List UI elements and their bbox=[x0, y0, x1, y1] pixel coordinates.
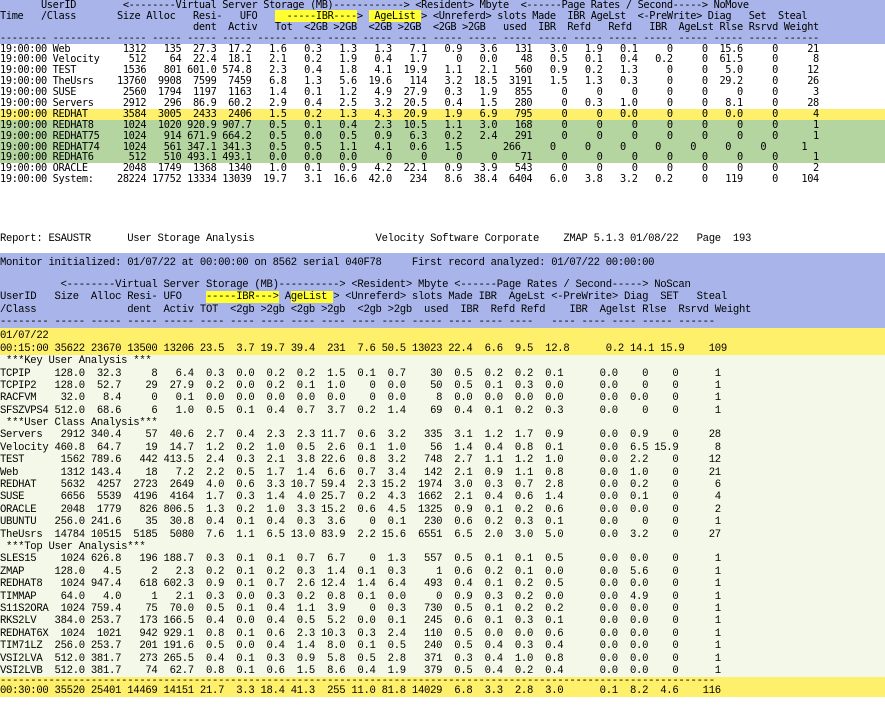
interval-report-rows: 19:00:00 Web 1312 135 27.3 17.2 1.6 0.3 … bbox=[0, 42, 885, 186]
interval-row: 19:00:00 ORACLE 2048 1749 1368 1340 1.0 … bbox=[0, 162, 819, 175]
interval-row: 19:00:00 System: 28224 17752 13334 13039… bbox=[0, 173, 819, 186]
interval-report-header: UserID <--------Virtual Server Storage (… bbox=[0, 0, 885, 44]
interval-header-line: UserID <--------Virtual Server Storage (… bbox=[0, 0, 749, 11]
analysis-body: ***Key User Analysis *** TCPIP 128.0 32.3… bbox=[0, 355, 885, 678]
interval-header-highlight: AgeList bbox=[368, 9, 422, 22]
table-row: TCPIP 128.0 32.3 8 6.4 0.3 0.0 0.2 0.2 1… bbox=[0, 367, 721, 380]
interval-header-highlight: -----IBR---- bbox=[274, 9, 357, 22]
interval-row: 19:00:00 REDHAT6 512 510 493.1 493.1 0.0… bbox=[0, 152, 885, 164]
summary-row: 00:15:00 35622 23670 13500 13206 23.5 3.… bbox=[0, 342, 727, 355]
interval-row: 19:00:00 Web 1312 135 27.3 17.2 1.6 0.3 … bbox=[0, 42, 819, 55]
interval-row: 19:00:00 Servers 2912 296 86.9 60.2 2.9 … bbox=[0, 97, 819, 110]
table-row: REDHAT8 1024 947.4 618 602.3 0.9 0.1 0.7… bbox=[0, 578, 721, 591]
table-row: Velocity 460.8 64.7 19 14.7 1.2 0.2 1.0 … bbox=[0, 441, 721, 454]
table-row: TCPIP2 128.0 52.7 29 27.9 0.2 0.0 0.2 0.… bbox=[0, 379, 721, 392]
analysis-header-line: /Class dent Activ TOT <2gb >2gb <2gb >2g… bbox=[0, 303, 752, 316]
table-row: Servers 2912 340.4 57 40.6 2.7 0.4 2.3 2… bbox=[0, 429, 721, 442]
table-row: SLES15 1024 626.8 196 188.7 0.3 0.1 0.1 … bbox=[0, 553, 721, 566]
interval-header-line: dent Activ Tot <2GB >2GB <2GB >2GB <2GB … bbox=[0, 20, 819, 33]
table-row: RKS2LV 384.0 253.7 173 166.5 0.4 0.0 0.4… bbox=[0, 615, 721, 628]
interval-row: 19:00:00 SUSE 2560 1794 1197 1163 1.4 0.… bbox=[0, 86, 819, 99]
analysis-header-line: UserID Size Alloc Resi- UFO -----IBR--->… bbox=[0, 291, 727, 304]
table-row: TEST 1562 789.6 442 413.5 2.4 0.3 2.1 3.… bbox=[0, 454, 721, 467]
interval-row: 19:00:00 REDHAT8 1024 1020 920.9 907.7 0… bbox=[0, 119, 885, 131]
group-heading: ***Top User Analysis*** bbox=[0, 540, 146, 553]
group-heading: ***Key User Analysis *** bbox=[0, 355, 152, 368]
table-row: S11S2ORA 1024 759.4 75 70.0 0.5 0.1 0.4 … bbox=[0, 602, 721, 615]
table-row: ZMAP 128.0 4.5 2 2.3 0.2 0.1 0.2 0.3 1.4… bbox=[0, 565, 721, 578]
interval-row: 19:00:00 Velocity 512 64 22.4 18.1 2.1 0… bbox=[0, 53, 819, 66]
interval-row: 19:00:00 REDHAT 3584 3005 2433 2406 1.5 … bbox=[0, 109, 885, 120]
analysis-footer-row: 00:30:00 35520 25401 14469 14151 21.7 3.… bbox=[0, 685, 721, 698]
analysis-header-line: <--------Virtual Server Storage (MB)----… bbox=[0, 278, 691, 291]
monitor-info-bar: Monitor initialized: 01/07/22 at 00:00:0… bbox=[0, 253, 885, 273]
group-heading: ***User Class Analysis*** bbox=[0, 417, 158, 430]
interval-row: 19:00:00 TEST 1536 801 601.0 574.8 2.3 0… bbox=[0, 64, 819, 77]
table-row: TIM71LZ 256.0 253.7 201 191.6 0.5 0.0 0.… bbox=[0, 640, 721, 653]
interval-row: 19:00:00 REDHAT75 1024 914 671.9 664.2 0… bbox=[0, 130, 885, 142]
interval-report-section: UserID <--------Virtual Server Storage (… bbox=[0, 0, 885, 232]
analysis-footer-divider: ----------------------------------------… bbox=[0, 677, 715, 686]
table-row: Web 1312 143.4 18 7.2 2.2 0.5 1.7 1.4 6.… bbox=[0, 466, 721, 479]
table-row: TheUsrs 14784 10515 5185 5080 7.6 1.1 6.… bbox=[0, 528, 721, 541]
report-title-line: Report: ESAUSTR User Storage Analysis Ve… bbox=[0, 233, 752, 245]
analysis-header-highlight: geList bbox=[290, 291, 334, 304]
storage-analysis-section: Report: ESAUSTR User Storage Analysis Ve… bbox=[0, 232, 885, 717]
analysis-summary: 01/07/22 00:15:00 35622 23670 13500 13206… bbox=[0, 328, 885, 356]
table-row: REDHAT6X 1024 1021 942 929.1 0.8 0.1 0.6… bbox=[0, 627, 721, 640]
monitor-info-line: Monitor initialized: 01/07/22 at 00:00:0… bbox=[0, 257, 655, 270]
analysis-header-line: -------- ----- ----- ----- ----- ---- --… bbox=[0, 315, 715, 328]
interval-row: 19:00:00 TheUsrs 13760 9908 7599 7459 6.… bbox=[0, 75, 819, 88]
table-row: TIMMAP 64.0 4.0 1 2.1 0.3 0.0 0.3 0.2 0.… bbox=[0, 590, 721, 603]
table-row: VSI2LVA 512.0 381.7 273 265.5 0.4 0.1 0.… bbox=[0, 652, 721, 665]
analysis-header-highlight: -----IBR---> bbox=[205, 291, 279, 304]
interval-header-line: -------- ---------- ----- ----- ----- --… bbox=[0, 31, 819, 44]
table-row: ORACLE 2048 1779 826 806.5 1.3 0.2 1.0 3… bbox=[0, 503, 721, 516]
interval-header-line: Time /Class Size Alloc Resi- UFO -----IB… bbox=[0, 9, 808, 22]
summary-date: 01/07/22 bbox=[0, 330, 49, 343]
analysis-header: <--------Virtual Server Storage (MB)----… bbox=[0, 272, 885, 329]
analysis-footer: ----------------------------------------… bbox=[0, 677, 885, 698]
table-row: REDHAT 5632 4257 2723 2649 4.0 0.6 3.3 1… bbox=[0, 479, 721, 492]
table-row: UBUNTU 256.0 241.6 35 30.8 0.4 0.1 0.4 0… bbox=[0, 516, 721, 529]
table-row: SUSE 6656 5539 4196 4164 1.7 0.3 1.4 4.0… bbox=[0, 491, 721, 504]
table-row: VSI2LVB 512.0 381.7 74 62.7 0.8 0.1 0.6 … bbox=[0, 664, 721, 677]
table-row: RACFVM 32.0 8.4 0 0.1 0.0 0.0 0.0 0.0 0.… bbox=[0, 392, 721, 405]
table-row: SFSZVPS4 512.0 68.6 6 1.0 0.5 0.1 0.4 0.… bbox=[0, 404, 721, 417]
interval-row: 19:00:00 REDHAT74 1024 561 347.1 341.3 0… bbox=[0, 141, 885, 153]
